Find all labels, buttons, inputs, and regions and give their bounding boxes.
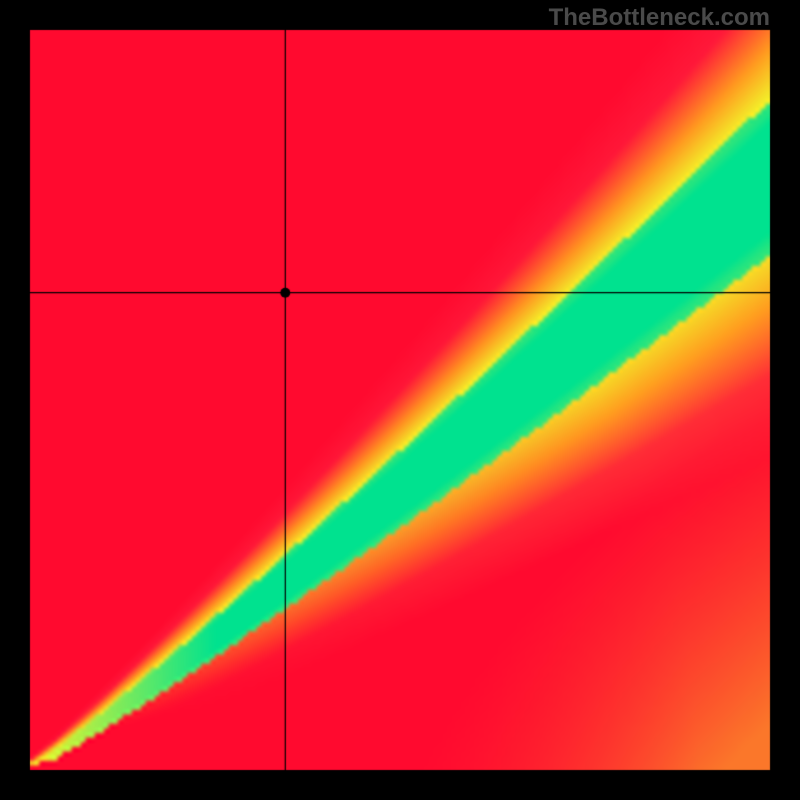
watermark-text: TheBottleneck.com <box>549 4 770 32</box>
chart-container: TheBottleneck.com <box>0 0 800 800</box>
bottleneck-heatmap <box>0 0 800 800</box>
